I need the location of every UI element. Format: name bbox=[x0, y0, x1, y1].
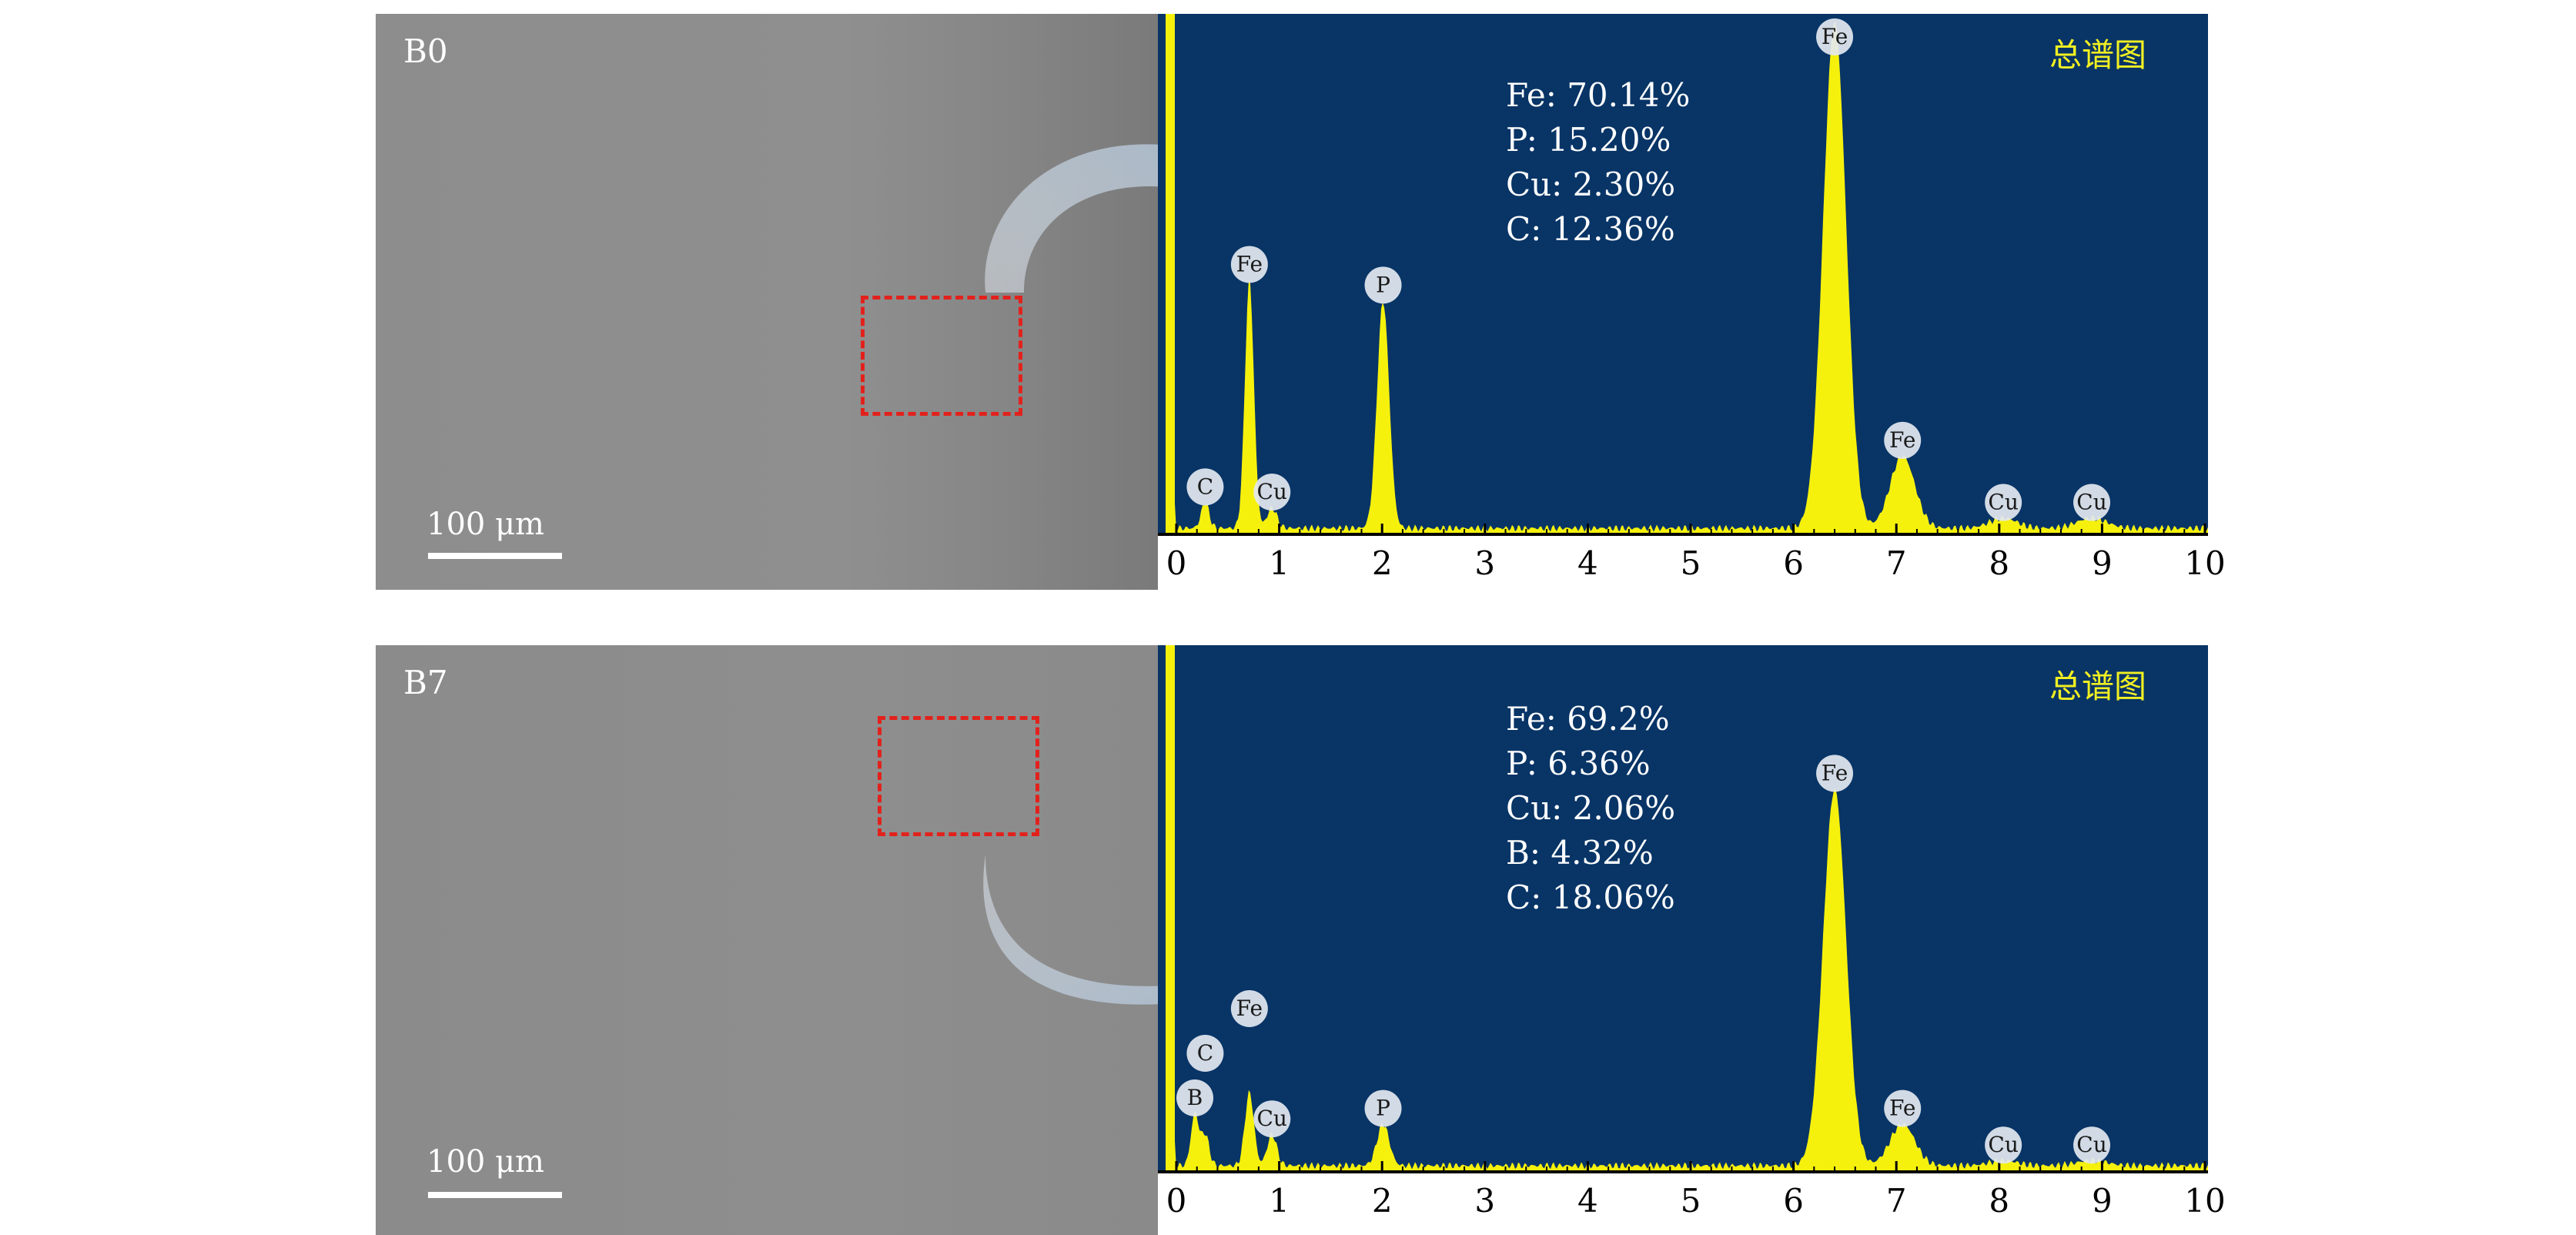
x-tick-label: 0 bbox=[1166, 1182, 1187, 1220]
x-tick-label: 7 bbox=[1886, 1182, 1907, 1220]
x-tick-label: 7 bbox=[1886, 544, 1907, 582]
x-tick-label: 0 bbox=[1166, 544, 1187, 582]
peak-label: B bbox=[1187, 1085, 1203, 1110]
peak-label-badge bbox=[1253, 474, 1291, 511]
x-tick-label: 2 bbox=[1372, 544, 1393, 582]
peak-label: P bbox=[1376, 1096, 1390, 1121]
x-tick-label: 6 bbox=[1783, 544, 1804, 582]
peak-label: Fe bbox=[1889, 1096, 1915, 1121]
peak-label: Cu bbox=[1257, 1106, 1287, 1131]
composition-p: P: 15.20% bbox=[1506, 121, 1671, 159]
region-of-interest-box bbox=[878, 716, 1039, 836]
composition-c: C: 12.36% bbox=[1506, 210, 1675, 248]
sem-image-b0: B0 100 μm bbox=[376, 14, 1158, 590]
x-tick-label: 9 bbox=[2092, 544, 2113, 582]
peak-label: C bbox=[1197, 474, 1213, 499]
peak-label-badge bbox=[1230, 990, 1268, 1027]
peak-label-badge bbox=[1186, 1035, 1224, 1072]
peak-label: Fe bbox=[1236, 251, 1263, 276]
peak-label-badge bbox=[1816, 18, 1854, 55]
x-tick-label: 2 bbox=[1372, 1182, 1393, 1220]
peak-label-badge bbox=[1884, 421, 1922, 459]
peak-label: Cu bbox=[1257, 479, 1287, 504]
x-tick-label: 1 bbox=[1269, 1182, 1290, 1220]
peak-label-badge bbox=[1364, 266, 1402, 304]
spectrum-title: 总谱图 bbox=[2049, 668, 2146, 705]
x-tick-label: 10 bbox=[2184, 1182, 2223, 1220]
composition-list: Fe: 69.2% P: 6.36% Cu: 2.06% B: 4.32% C:… bbox=[1506, 700, 1675, 916]
eds-spectrum-b7: 0 1 2 3 4 5 6 7 8 9 10 BC Fe Cu P Fe Fe Cu Cu 总谱图 Fe: 69.… bbox=[1158, 645, 2223, 1220]
composition-cu: Cu: 2.30% bbox=[1506, 166, 1675, 203]
scale-bar-label: 100 μm bbox=[427, 507, 544, 542]
x-tick-label: 8 bbox=[1989, 1182, 2009, 1220]
scale-bar bbox=[428, 1192, 562, 1198]
peak-label: Cu bbox=[1988, 490, 2018, 515]
spectrum-background bbox=[1158, 645, 2208, 1172]
peak-label-badge bbox=[1816, 755, 1854, 792]
x-tick-label: 1 bbox=[1269, 544, 1290, 582]
composition-p: P: 6.36% bbox=[1506, 745, 1651, 782]
sem-image-b7: B7 100 μm bbox=[376, 645, 1158, 1235]
x-tick-label: 5 bbox=[1681, 1182, 1701, 1220]
spectrum-background bbox=[1158, 14, 2208, 534]
spectrum-title: 总谱图 bbox=[2049, 36, 2146, 74]
peak-label-badge bbox=[2073, 1126, 2111, 1164]
composition-list: Fe: 70.14% P: 15.20% Cu: 2.30% C: 12.36% bbox=[1506, 76, 1690, 248]
peak-label-badge bbox=[1985, 484, 2022, 521]
peak-label: Cu bbox=[1988, 1132, 2018, 1157]
x-tick-label: 3 bbox=[1474, 544, 1495, 582]
peak-label-badge bbox=[1186, 468, 1224, 506]
peak-label: Fe bbox=[1889, 427, 1915, 453]
peak-labels: C Fe Cu P Fe Fe Cu Cu bbox=[1186, 18, 2111, 521]
peak-label: Cu bbox=[2076, 1132, 2106, 1157]
composition-cu: Cu: 2.06% bbox=[1506, 789, 1675, 827]
scale-bar bbox=[428, 553, 562, 559]
composition-fe: Fe: 69.2% bbox=[1506, 700, 1670, 738]
peak-label-badge bbox=[1364, 1089, 1402, 1127]
x-tick-label: 6 bbox=[1783, 1182, 1804, 1220]
peak-label-badge bbox=[1253, 1100, 1291, 1138]
x-ticks: 0 1 2 3 4 5 6 7 8 9 10 bbox=[1166, 524, 2223, 582]
sample-label: B7 bbox=[403, 664, 448, 701]
sample-label: B0 bbox=[403, 32, 448, 70]
x-tick-label: 8 bbox=[1989, 544, 2009, 582]
x-tick-label: 10 bbox=[2184, 544, 2223, 582]
composition-fe: Fe: 70.14% bbox=[1506, 76, 1690, 114]
x-tick-label: 4 bbox=[1577, 1182, 1598, 1220]
region-of-interest-box bbox=[861, 296, 1022, 416]
peak-label-badge bbox=[1230, 246, 1268, 283]
x-tick-label: 3 bbox=[1474, 1182, 1495, 1220]
peak-labels: BC Fe Cu P Fe Fe Cu Cu bbox=[1176, 755, 2111, 1164]
x-tick-label: 9 bbox=[2092, 1182, 2113, 1220]
x-ticks: 0 1 2 3 4 5 6 7 8 9 10 bbox=[1166, 1161, 2223, 1220]
peak-label: P bbox=[1376, 272, 1390, 297]
peak-label: C bbox=[1197, 1040, 1213, 1066]
peak-label-badge bbox=[1884, 1089, 1922, 1127]
peak-label: Fe bbox=[1822, 760, 1848, 785]
peak-label-badge bbox=[2073, 484, 2111, 521]
peak-label: Fe bbox=[1822, 24, 1848, 49]
scale-bar-label: 100 μm bbox=[427, 1144, 544, 1180]
peak-label-badge bbox=[1176, 1079, 1214, 1116]
peak-label: Cu bbox=[2076, 490, 2106, 515]
x-tick-label: 5 bbox=[1681, 544, 1701, 582]
x-tick-label: 4 bbox=[1577, 544, 1598, 582]
composition-c: C: 18.06% bbox=[1506, 879, 1675, 916]
peak-label: Fe bbox=[1236, 996, 1263, 1021]
peak-label-badge bbox=[1985, 1126, 2022, 1164]
composition-b: B: 4.32% bbox=[1506, 834, 1654, 872]
eds-spectrum-b0: 0 1 2 3 4 5 6 7 8 9 10 C Fe Cu P Fe Fe Cu Cu 总谱图 Fe: 70.1… bbox=[1158, 14, 2223, 582]
